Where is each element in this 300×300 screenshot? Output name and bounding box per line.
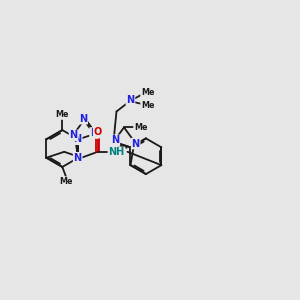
Text: N: N [70, 130, 78, 140]
Text: Me: Me [141, 88, 154, 97]
Text: O: O [94, 128, 102, 137]
Text: N: N [111, 135, 119, 145]
Text: N: N [79, 114, 87, 124]
Text: NH: NH [108, 147, 124, 158]
Text: Me: Me [141, 101, 154, 110]
Text: N: N [126, 95, 134, 105]
Text: N: N [132, 139, 140, 148]
Text: N: N [74, 134, 82, 144]
Text: Me: Me [59, 177, 73, 186]
Text: Me: Me [56, 110, 69, 119]
Text: N: N [74, 153, 82, 163]
Text: Me: Me [134, 123, 147, 132]
Text: N: N [90, 128, 98, 138]
